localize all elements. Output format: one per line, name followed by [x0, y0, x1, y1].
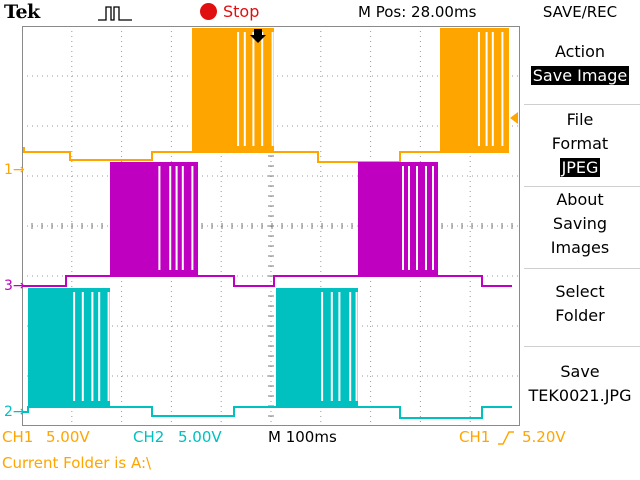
ch2-waveform: [22, 288, 512, 419]
ch2-label: CH2: [133, 428, 165, 446]
menu-title: SAVE/REC: [542, 3, 618, 21]
stop-icon: [200, 3, 217, 20]
save-button[interactable]: Save TEK0021.JPG: [520, 360, 640, 408]
about-label: About Saving Images: [550, 190, 610, 257]
ch2-marker-label: 2: [4, 404, 13, 420]
ch1-label: CH1: [2, 428, 34, 446]
waveform-display: [22, 26, 520, 426]
trigger-level: 5.20V: [522, 428, 566, 446]
action-menu-button[interactable]: Action Save Image: [520, 40, 640, 88]
ch3-waveform: [22, 162, 512, 287]
rising-edge-icon: [498, 431, 514, 445]
trigger-pulse-icon: [98, 6, 132, 21]
about-saving-images-button[interactable]: About Saving Images: [520, 188, 640, 260]
file-format-menu-button[interactable]: File Format JPEG: [520, 108, 640, 180]
bottom-status-bar: CH1 5.00V CH2 5.00V M 100ms CH1 5.20V Cu…: [0, 426, 640, 480]
trigger-level-arrow: [510, 112, 518, 124]
acquisition-status: Stop: [200, 2, 259, 21]
top-status-bar: Tek Stop M Pos: 28.00ms: [0, 0, 520, 26]
trigger-source: CH1: [459, 428, 491, 446]
ch1-ground-marker: 1→: [4, 162, 25, 178]
ch3-marker-label: 3: [4, 278, 13, 294]
timebase-readout: M 100ms: [268, 428, 337, 446]
action-label: Action: [554, 42, 606, 61]
select-folder-label: Select Folder: [555, 282, 605, 325]
ch2-scale: 5.00V: [178, 428, 222, 446]
acquisition-status-label: Stop: [223, 2, 260, 21]
save-filename: TEK0021.JPG: [528, 386, 632, 405]
menu-divider: [524, 346, 640, 347]
menu-divider: [524, 104, 640, 105]
current-folder: Current Folder is A:\: [2, 454, 152, 472]
horizontal-position-readout: M Pos: 28.00ms: [358, 3, 477, 21]
file-format-value: JPEG: [559, 158, 601, 177]
screen-border: [22, 26, 520, 426]
save-label: Save: [560, 362, 600, 381]
brand-logo: Tek: [4, 1, 40, 23]
save-rec-menu: SAVE/REC Action Save Image File Format J…: [520, 0, 640, 426]
trigger-position-arrow: [250, 29, 266, 43]
ch1-scale: 5.00V: [46, 428, 90, 446]
ch1-marker-label: 1: [4, 162, 13, 178]
menu-divider: [524, 268, 640, 269]
menu-divider: [524, 186, 640, 187]
select-folder-button[interactable]: Select Folder: [520, 280, 640, 328]
action-value: Save Image: [530, 66, 630, 85]
file-format-label: File Format: [551, 110, 609, 153]
ch1-waveform: [22, 28, 509, 163]
ch2-ground-marker: 2→: [4, 404, 25, 420]
ch3-ground-marker: 3→: [4, 278, 25, 294]
